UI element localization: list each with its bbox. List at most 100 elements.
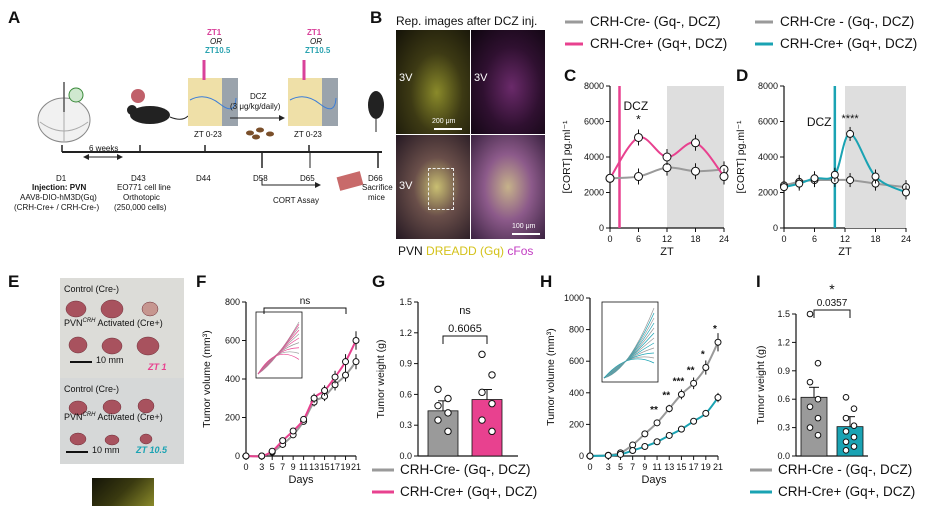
data-point: [444, 409, 452, 417]
label-3v-1: 3V: [399, 72, 413, 84]
data-point: [634, 132, 643, 142]
top-control-label: Control (Cre-): [64, 284, 120, 294]
h-ytick-label: 400: [569, 388, 584, 398]
c-xtick-label: 24: [719, 234, 729, 244]
data-point: [605, 173, 615, 183]
c-ytick-label: 2000: [584, 188, 604, 198]
data-point: [444, 427, 452, 436]
f-xtick-label: 15: [320, 462, 330, 472]
g-ytick-label: 0.0: [399, 451, 412, 461]
zt105-label-2: ZT10.5: [305, 46, 331, 55]
data-point: [677, 390, 685, 398]
data-point: [662, 152, 672, 162]
panel-h-label: H: [540, 272, 553, 291]
data-point: [691, 166, 700, 176]
zt023-label-2: ZT 0-23: [294, 130, 322, 139]
d-y-title: [CORT] pg.ml⁻¹: [735, 120, 747, 194]
caption-dreadd: DREADD (Gq): [426, 244, 505, 258]
sacrifice-label: Sacrifice: [362, 183, 393, 192]
data-point: [806, 424, 814, 431]
data-point: [665, 405, 673, 413]
day58-label: D58: [253, 174, 268, 183]
f-xtick-label: 0: [243, 462, 248, 472]
bottom-scale-bar: [66, 451, 88, 453]
legend-top-swatches: [565, 20, 773, 46]
assay-plate-icon: [336, 171, 364, 191]
f-xtick-label: 7: [280, 462, 285, 472]
data-point: [352, 358, 360, 366]
data-point: [810, 174, 819, 183]
d-x-title: ZT: [838, 246, 852, 258]
zt-box-1: [188, 60, 238, 126]
f-ytick-label: 600: [225, 336, 240, 346]
legend-top-r1: CRH-Cre - (Gq-, DCZ): [780, 14, 915, 29]
f-xtick-label: 9: [291, 462, 296, 472]
data-point: [478, 416, 486, 424]
significance-stars: **: [687, 365, 695, 376]
scale-label-1: 200 μm: [432, 118, 456, 125]
data-point: [242, 452, 250, 460]
h-ytick-label: 1000: [564, 293, 584, 303]
label-3v-3: 3V: [399, 180, 413, 192]
legend-top-l1: CRH-Cre- (Gq-, DCZ): [590, 14, 721, 29]
c-ytick-label: 6000: [584, 117, 604, 127]
panel-d-label: D: [736, 66, 749, 85]
significance-stars: *: [701, 350, 705, 361]
data-point: [434, 401, 442, 410]
data-point: [488, 399, 496, 408]
bottom-activated-sup: CRH: [82, 412, 96, 418]
zt105-label-1: ZT10.5: [205, 46, 231, 55]
zt023-label-1: ZT 0-23: [194, 130, 222, 139]
i-ytick-label: 1.2: [777, 337, 790, 347]
h-xtick-label: 11: [652, 462, 661, 472]
data-point: [850, 443, 858, 450]
data-point: [842, 447, 850, 454]
dcz-label: DCZ: [807, 115, 832, 129]
data-point: [846, 129, 855, 138]
h-xtick-label: 21: [713, 462, 723, 472]
h-ytick-label: 200: [569, 419, 584, 429]
top-scale-bar: [70, 361, 92, 363]
data-point: [702, 409, 710, 417]
i-ytick-label: 0.6: [777, 394, 790, 404]
zt1-label-1: ZT1: [207, 28, 222, 37]
data-point: [714, 394, 722, 402]
data-point: [478, 350, 486, 359]
g-ytick-label: 1.5: [399, 297, 412, 307]
data-point: [871, 172, 880, 181]
data-point: [806, 403, 814, 411]
cell-line-label: EO771 cell line: [117, 183, 171, 192]
weeks-label: 6 weeks: [89, 144, 119, 153]
c-ytick-label: 0: [599, 223, 604, 233]
data-point: [902, 188, 910, 197]
c-ytick-label: 8000: [584, 81, 604, 91]
h-xtick-label: 3: [606, 462, 611, 472]
data-point: [321, 387, 329, 395]
caption-pvn: PVN: [398, 244, 423, 258]
label-3v-2: 3V: [474, 72, 488, 84]
h-xtick-label: 5: [618, 462, 623, 472]
h-y-title: Tumor volume (mm³): [545, 328, 557, 426]
i-y-title: Tumor weight (g): [755, 346, 767, 425]
data-point: [488, 371, 496, 379]
micrograph-dreadd-1: [396, 30, 470, 134]
c-xtick-label: 12: [662, 234, 672, 244]
f-y-title: Tumor volume (mm³): [201, 330, 213, 428]
inset-trace: [257, 353, 300, 375]
or-label-2: OR: [310, 37, 322, 46]
data-point: [629, 446, 637, 454]
caption-cfos: cFos: [507, 244, 534, 258]
dark-phase-shade: [845, 86, 906, 228]
legend-bottom-r1: CRH-Cre - (Gq-, DCZ): [778, 462, 913, 477]
c-x-title: ZT: [660, 246, 674, 258]
scale-bar-2: [512, 233, 540, 235]
bottom-control-label: Control (Cre-): [64, 384, 120, 394]
legend-bottom-l1: CRH-Cre- (Gq-, DCZ): [400, 462, 531, 477]
chart-d: 0 2000 4000 6000 8000 0 6 12 18 24 ZT [CORT] pg.ml⁻…: [735, 81, 911, 258]
tumor-photo-zt105: [60, 378, 184, 464]
micrograph-cfos-1: [471, 30, 545, 134]
c-xtick-label: 18: [690, 234, 700, 244]
data-point: [814, 431, 822, 439]
or-label-1: OR: [210, 37, 222, 46]
data-point: [300, 415, 308, 423]
